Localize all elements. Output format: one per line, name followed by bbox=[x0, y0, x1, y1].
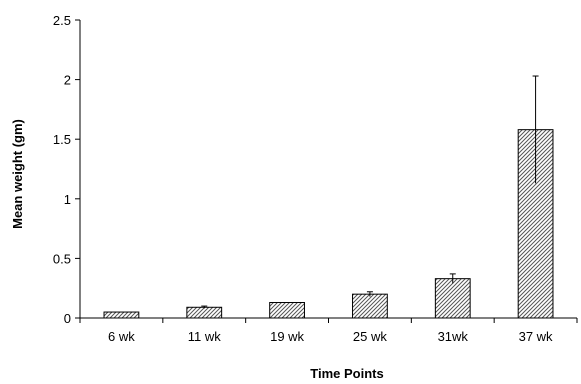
bar-4 bbox=[352, 293, 388, 319]
bar-2 bbox=[186, 306, 223, 319]
y-axis-title: Mean weight (gm) bbox=[10, 119, 25, 229]
y-axis-ticks: 0 0.5 1 1.5 2 2.5 bbox=[53, 13, 80, 326]
y-tick-label: 2 bbox=[64, 73, 71, 88]
bar-5 bbox=[434, 278, 471, 319]
y-tick-label: 1.5 bbox=[53, 132, 71, 147]
x-axis-ticks: 6 wk 11 wk 19 wk 25 wk 31wk 37 wk bbox=[79, 318, 578, 344]
x-tick-label: 25 wk bbox=[353, 329, 387, 344]
x-tick-label: 19 wk bbox=[270, 329, 304, 344]
bars-group bbox=[103, 129, 554, 319]
x-tick-label: 11 wk bbox=[188, 329, 221, 344]
y-tick-label: 0.5 bbox=[53, 251, 71, 266]
error-bars-group bbox=[201, 75, 539, 309]
x-tick-label: 31wk bbox=[438, 329, 469, 344]
x-tick-label: 37 wk bbox=[519, 329, 553, 344]
x-axis-title: Time Points bbox=[310, 366, 383, 381]
y-tick-label: 0 bbox=[64, 311, 71, 326]
bar-1 bbox=[103, 311, 140, 319]
bar-3 bbox=[269, 302, 305, 319]
y-tick-label: 1 bbox=[64, 192, 71, 207]
y-tick-label: 2.5 bbox=[53, 13, 71, 28]
x-tick-label: 6 wk bbox=[108, 329, 135, 344]
